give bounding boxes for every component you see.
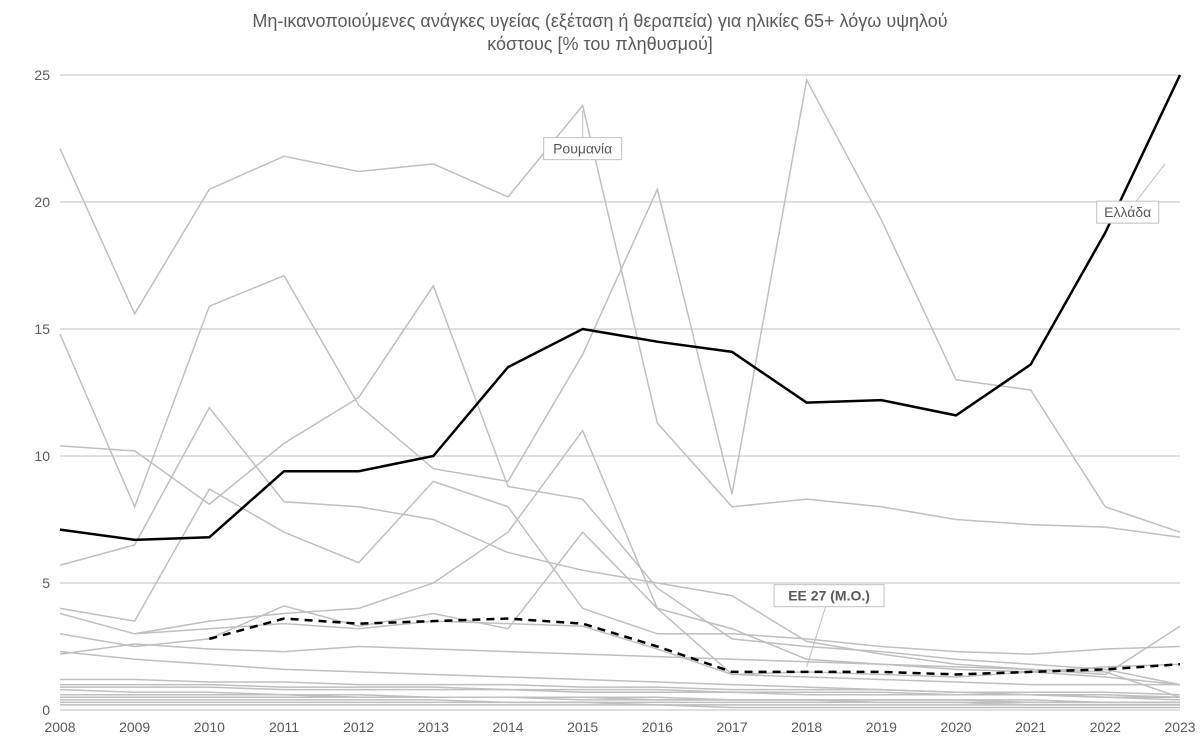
x-axis-label: 2012 <box>343 719 374 735</box>
y-axis-label: 0 <box>42 702 50 718</box>
x-axis-label: 2011 <box>269 719 299 735</box>
series-label-romania: Ρουμανία <box>553 141 612 157</box>
background-series <box>60 431 1180 685</box>
y-axis-label: 20 <box>34 194 50 210</box>
chart-svg: 0 5 10 15 20 25 2008 2009 2010 2011 2012 2013 2014 20… <box>0 0 1200 743</box>
series-label-eu27: EE 27 (M.O.) <box>788 588 870 604</box>
chart-container: Μη-ικανοποιούμενες ανάγκες υγείας (εξέτα… <box>0 0 1200 743</box>
background-series <box>60 532 1180 684</box>
y-axis-label: 15 <box>34 321 50 337</box>
series-romania <box>60 105 1180 537</box>
x-axis-label: 2009 <box>119 719 150 735</box>
x-axis-label: 2010 <box>194 719 225 735</box>
x-axis-label: 2017 <box>716 719 747 735</box>
x-axis-label: 2023 <box>1164 719 1195 735</box>
y-axis-label: 25 <box>34 67 50 83</box>
x-axis-label: 2008 <box>44 719 75 735</box>
y-axis-label: 10 <box>34 448 50 464</box>
series-label-greece: Ελλάδα <box>1104 204 1151 220</box>
x-axis-label: 2019 <box>866 719 897 735</box>
background-series <box>60 286 1180 685</box>
x-axis-label: 2016 <box>642 719 673 735</box>
y-axis-label: 5 <box>42 575 50 591</box>
x-axis-label: 2015 <box>567 719 598 735</box>
x-axis-label: 2022 <box>1090 719 1121 735</box>
x-axis-label: 2021 <box>1015 719 1046 735</box>
x-axis-label: 2018 <box>791 719 822 735</box>
x-axis-label: 2013 <box>418 719 449 735</box>
x-axis-label: 2020 <box>940 719 971 735</box>
background-series <box>60 481 1180 654</box>
x-axis-label: 2014 <box>492 719 523 735</box>
